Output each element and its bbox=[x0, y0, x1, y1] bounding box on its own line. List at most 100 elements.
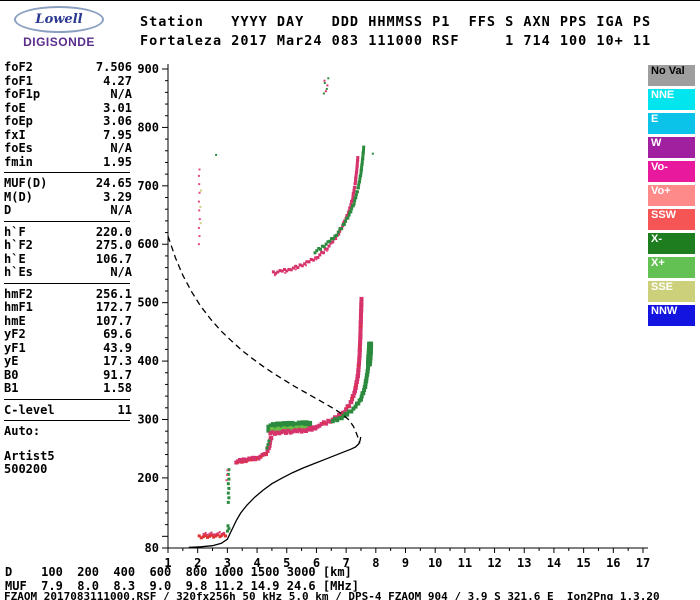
parameter-value: 11 bbox=[117, 402, 132, 417]
x-tick-label: 13 bbox=[517, 556, 531, 570]
legend-item-vo+: Vo+ bbox=[648, 185, 695, 206]
x-tick-label: 10 bbox=[428, 556, 442, 570]
parameter-value: 256.1 bbox=[95, 286, 132, 301]
legend-item-vo-: Vo- bbox=[648, 161, 695, 182]
series-stray-pink-dots bbox=[323, 79, 329, 93]
legend-item-ssw: SSW bbox=[648, 209, 695, 230]
parameter-row: B1 1.58 bbox=[4, 381, 132, 396]
parameter-value: N/A bbox=[110, 141, 132, 155]
logo-lowell-text: Lowell bbox=[35, 12, 83, 27]
parameter-value: 17.3 bbox=[103, 354, 132, 368]
series-es-green-column bbox=[226, 468, 231, 504]
parameter-value: 91.7 bbox=[103, 367, 132, 382]
legend-item-w: W bbox=[648, 137, 695, 158]
x-tick-label: 8 bbox=[372, 556, 379, 570]
x-tick-label: 9 bbox=[402, 556, 409, 570]
legend-item-nne: NNE bbox=[648, 89, 695, 110]
muf-table: D 100 200 400 600 800 1000 1500 3000 [km… bbox=[5, 565, 359, 593]
parameter-label: foF1p bbox=[4, 87, 41, 101]
parameter-label: foF1 bbox=[4, 73, 33, 88]
x-tick-label: 2 bbox=[194, 556, 201, 570]
parameter-value: 69.6 bbox=[103, 327, 132, 341]
series-f1-trace-red-speckle bbox=[236, 453, 267, 465]
parameter-row: C-level 11 bbox=[4, 402, 132, 418]
parameter-label: D bbox=[4, 203, 12, 217]
header-line-2: Fortaleza 2017 Mar24 083 111000 RSF 1 71… bbox=[140, 33, 652, 49]
parameter-value: 7.95 bbox=[103, 127, 132, 142]
parameter-value: 220.0 bbox=[95, 224, 132, 239]
series-second-hop-pink-speckle bbox=[273, 249, 328, 277]
parameter-value: 1.58 bbox=[103, 381, 132, 395]
parameter-value: 3.29 bbox=[103, 189, 132, 204]
x-tick-label: 11 bbox=[458, 556, 472, 570]
status-line: FZAOM_2017083111000.RSF / 320fx256h 50 k… bbox=[4, 590, 660, 600]
parameter-label: hmF1 bbox=[4, 300, 33, 314]
parameter-label: h`E bbox=[4, 251, 26, 266]
parameter-label: MUF(D) bbox=[4, 176, 48, 190]
parameter-value: 172.7 bbox=[95, 300, 132, 314]
parameter-value: 1.95 bbox=[103, 154, 132, 169]
x-tick-label: 12 bbox=[487, 556, 501, 570]
parameter-panel: foF2 7.506 foF1 4.27 foF1p N/A foE 3.01 foEp 3.06… bbox=[4, 60, 132, 477]
parameter-row: yF2 69.6 bbox=[4, 327, 132, 342]
parameter-row: h`F 220.0 bbox=[4, 224, 132, 240]
parameter-label: B1 bbox=[4, 381, 19, 395]
x-tick-label: 4 bbox=[253, 556, 260, 570]
series-stray-green-dots bbox=[215, 77, 374, 156]
parameter-row: h`Es N/A bbox=[4, 265, 132, 280]
parameter-label: C-level bbox=[4, 402, 55, 417]
parameter-label: yF2 bbox=[4, 327, 26, 341]
x-tick-label: 17 bbox=[636, 556, 650, 570]
y-tick-label: 500 bbox=[137, 296, 159, 310]
y-tick-label: 700 bbox=[137, 179, 159, 193]
parameter-label: yE bbox=[4, 354, 19, 368]
parameter-row: h`E 106.7 bbox=[4, 251, 132, 267]
series-e-trace-red bbox=[197, 532, 227, 540]
parameter-label: fmin bbox=[4, 154, 33, 169]
parameter-value: 3.01 bbox=[103, 100, 132, 115]
y-tick-label: 400 bbox=[137, 354, 159, 368]
muf-distance-row: D 100 200 400 600 800 1000 1500 3000 [km… bbox=[5, 565, 352, 579]
series-interference-column-pink bbox=[197, 168, 201, 246]
legend: No Val NNE E W Vo- Vo+ SSW X- X+ SSE NNW bbox=[648, 65, 695, 329]
legend-item-no-val: No Val bbox=[648, 65, 695, 86]
parameter-value: N/A bbox=[110, 265, 132, 279]
legend-item-x-: X- bbox=[648, 233, 695, 254]
x-axis-ticks: 1 2 3 4 5 6 7 8 9 10 11 12 13 14 15 16 17 bbox=[164, 548, 650, 570]
parameter-label: yF1 bbox=[4, 340, 26, 355]
parameter-row: hmF1 172.7 bbox=[4, 300, 132, 315]
parameter-label: fxI bbox=[4, 127, 26, 142]
parameter-label: M(D) bbox=[4, 189, 33, 204]
y-tick-label: 200 bbox=[137, 471, 159, 485]
parameter-row: yF1 43.9 bbox=[4, 340, 132, 356]
series-second-hop-pink bbox=[271, 156, 360, 275]
logo-digisonde-text: DIGISONDE bbox=[23, 35, 95, 49]
parameter-label: h`F2 bbox=[4, 238, 33, 252]
parameter-row: foF1 4.27 bbox=[4, 73, 132, 89]
parameter-row: foEp 3.06 bbox=[4, 114, 132, 129]
parameter-value: 7.506 bbox=[95, 60, 132, 74]
parameter-value: N/A bbox=[110, 87, 132, 101]
parameter-label: foEp bbox=[4, 114, 33, 128]
x-tick-label: 5 bbox=[283, 556, 290, 570]
parameter-label: foEs bbox=[4, 141, 33, 155]
parameter-value: 107.7 bbox=[95, 313, 132, 328]
parameter-label: hmF2 bbox=[4, 286, 33, 301]
series-second-hop-green bbox=[313, 145, 366, 255]
x-tick-label: 15 bbox=[576, 556, 590, 570]
parameter-footer-line: Auto: bbox=[4, 424, 41, 438]
parameter-label: h`F bbox=[4, 224, 26, 239]
logo-oval: Lowell bbox=[14, 6, 104, 33]
series-e-trace-green-tip bbox=[225, 524, 231, 533]
legend-item-x+: X+ bbox=[648, 257, 695, 278]
parameter-value: 275.0 bbox=[95, 238, 132, 252]
parameter-value: 24.65 bbox=[95, 176, 132, 190]
separator-line bbox=[4, 172, 130, 173]
legend-item-e: E bbox=[648, 113, 695, 134]
x-tick-label: 7 bbox=[343, 556, 350, 570]
parameter-value: 106.7 bbox=[95, 251, 132, 266]
parameter-row: fmin 1.95 bbox=[4, 154, 132, 170]
parameter-footer-line: 500200 bbox=[4, 462, 48, 476]
parameter-label: h`Es bbox=[4, 265, 33, 279]
separator-line bbox=[4, 220, 130, 222]
